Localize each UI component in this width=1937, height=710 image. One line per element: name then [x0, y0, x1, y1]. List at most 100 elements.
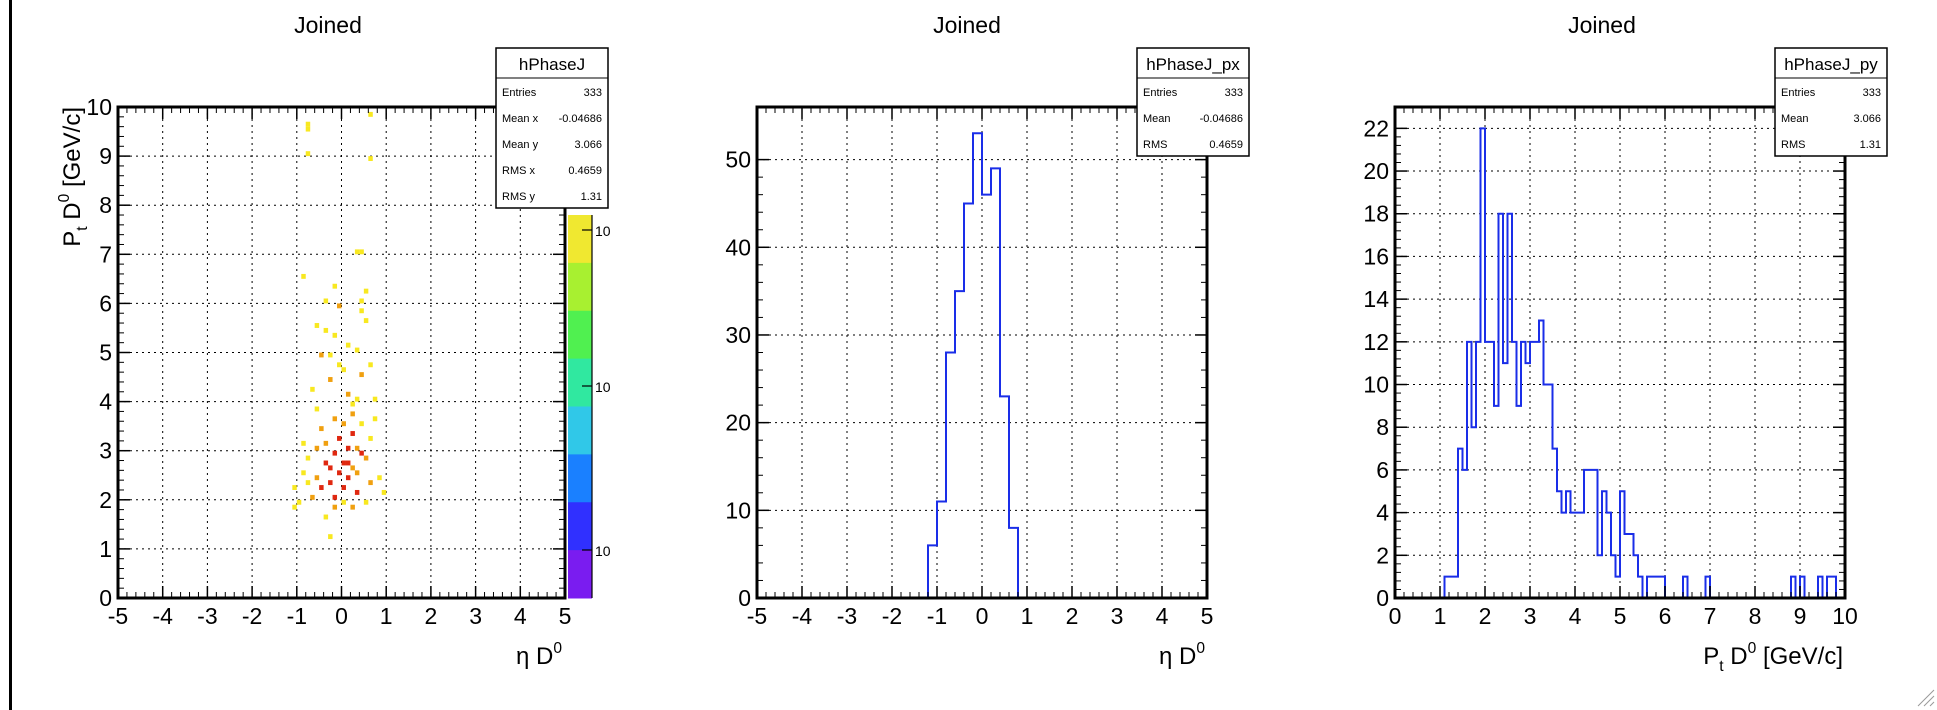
stats-value: -0.04686 — [1200, 113, 1243, 125]
heatmap-cell — [372, 416, 378, 422]
x-tick-label: 2 — [1066, 603, 1079, 629]
heatmap-cell — [314, 445, 320, 451]
y-tick-label: 5 — [99, 340, 112, 366]
colorbar-label: 10 — [595, 223, 611, 239]
heatmap-cell — [359, 450, 364, 456]
heatmap-cell — [310, 386, 315, 392]
y-tick-label: 6 — [1376, 457, 1389, 483]
y-axis-label: Pt D0 [GeV/c] — [56, 107, 91, 247]
heatmap-cell — [350, 465, 355, 471]
x-tick-label: 0 — [1389, 603, 1402, 629]
y-tick-label: 50 — [725, 147, 751, 173]
stats-box: hPhaseJ_py Entries 333 Mean 3.066 RMS 1.31 — [1774, 47, 1888, 157]
stats-label: Entries — [1781, 87, 1816, 99]
x-axis-label: η D0 — [1159, 640, 1205, 670]
heatmap-cell — [345, 391, 351, 397]
y-tick-label: 4 — [99, 389, 112, 415]
y-tick-label: 2 — [1376, 542, 1389, 568]
colorbar-segment — [568, 215, 592, 264]
x-axis-label: Pt D0 [GeV/c] — [1703, 640, 1843, 675]
colorbar-segment — [568, 358, 592, 407]
heatmap-cell — [354, 489, 360, 495]
heatmap-cell — [354, 249, 360, 255]
heatmap-cell — [332, 283, 338, 289]
colorbar-segment — [568, 550, 592, 599]
heatmap-cell — [345, 475, 351, 481]
x-tick-label: -5 — [747, 603, 767, 629]
heatmap-cell — [319, 426, 324, 432]
heatmap-cell — [314, 406, 320, 412]
heatmap-cell — [354, 445, 360, 451]
heatmap-cell — [381, 489, 387, 495]
x-tick-label: 4 — [1156, 603, 1169, 629]
heatmap-cell — [301, 273, 306, 279]
x-tick-label: -4 — [792, 603, 813, 629]
panel-2d-heatmap: Joined -5 -4 -3 -2 -1 0 1 2 3 4 5 0 1 2 3 4 5 6 7 8 9 10 η D0 Pt… — [56, 12, 611, 670]
x-tick-label: 3 — [469, 603, 482, 629]
heatmap-cell — [328, 534, 333, 540]
heatmap-cell — [368, 111, 373, 117]
heatmap-cell — [296, 499, 302, 505]
y-tick-label: 2 — [99, 487, 112, 513]
y-tick-label: 18 — [1363, 201, 1389, 227]
y-tick-label: 10 — [1363, 372, 1389, 398]
heatmap-cell — [363, 455, 369, 461]
heatmap-cell — [345, 445, 351, 451]
stats-value: 3.066 — [1853, 113, 1881, 125]
y-tick-label: 0 — [1376, 585, 1389, 611]
heatmap-cell — [323, 514, 329, 520]
x-tick-label: 7 — [1704, 603, 1717, 629]
x-tick-label: 5 — [1201, 603, 1214, 629]
x-tick-label: 1 — [380, 603, 393, 629]
stats-frame — [1136, 47, 1250, 157]
heatmap-cell — [305, 480, 311, 486]
resize-grip-icon[interactable] — [1917, 689, 1935, 707]
x-tick-label: 4 — [1569, 603, 1582, 629]
heatmap-cell — [363, 288, 369, 294]
heatmap-cell — [305, 151, 311, 157]
heatmap-cell — [359, 421, 364, 427]
heatmap-cell — [292, 485, 297, 490]
stats-label: Mean y — [502, 139, 539, 151]
stats-label: Entries — [1143, 87, 1178, 99]
heatmap-cell — [314, 323, 320, 328]
colorbar-label: 10 — [595, 543, 611, 559]
chart-title: Joined — [933, 12, 1001, 38]
stats-label: Mean x — [502, 113, 539, 125]
heatmap-cell — [350, 504, 355, 510]
heatmap-cell — [359, 298, 364, 304]
x-tick-label: -3 — [837, 603, 857, 629]
stats-name: hPhaseJ — [519, 55, 585, 74]
stats-value: 0.4659 — [568, 165, 602, 177]
y-tick-label: 16 — [1363, 243, 1389, 269]
x-tick-label: 10 — [1832, 603, 1858, 629]
y-tick-label: 8 — [1376, 414, 1389, 440]
heatmap-cell — [354, 470, 360, 476]
heatmap-cell — [305, 126, 311, 132]
heatmap-cell — [341, 421, 346, 427]
x-tick-label: -5 — [108, 603, 128, 629]
heatmap-cell — [332, 450, 338, 456]
histogram-line — [1395, 127, 1845, 599]
heatmap-cell — [363, 318, 369, 324]
x-tick-label: 8 — [1749, 603, 1762, 629]
x-tick-label: 0 — [976, 603, 989, 629]
colorbar-segment — [568, 454, 592, 503]
stats-label: RMS — [1143, 139, 1167, 151]
heatmap-cell — [372, 396, 378, 402]
y-tick-label: 6 — [99, 290, 112, 316]
heatmap-cell — [359, 308, 364, 314]
heatmap-cell — [337, 470, 342, 476]
y-tick-label: 40 — [725, 234, 751, 260]
stats-frame — [1774, 47, 1888, 157]
y-tick-label: 30 — [725, 322, 751, 348]
stats-value: 333 — [1225, 87, 1243, 99]
heatmap-cell — [345, 342, 351, 348]
x-tick-label: 5 — [1614, 603, 1627, 629]
heatmap-cell — [350, 401, 355, 407]
heatmap-cell — [305, 121, 311, 127]
